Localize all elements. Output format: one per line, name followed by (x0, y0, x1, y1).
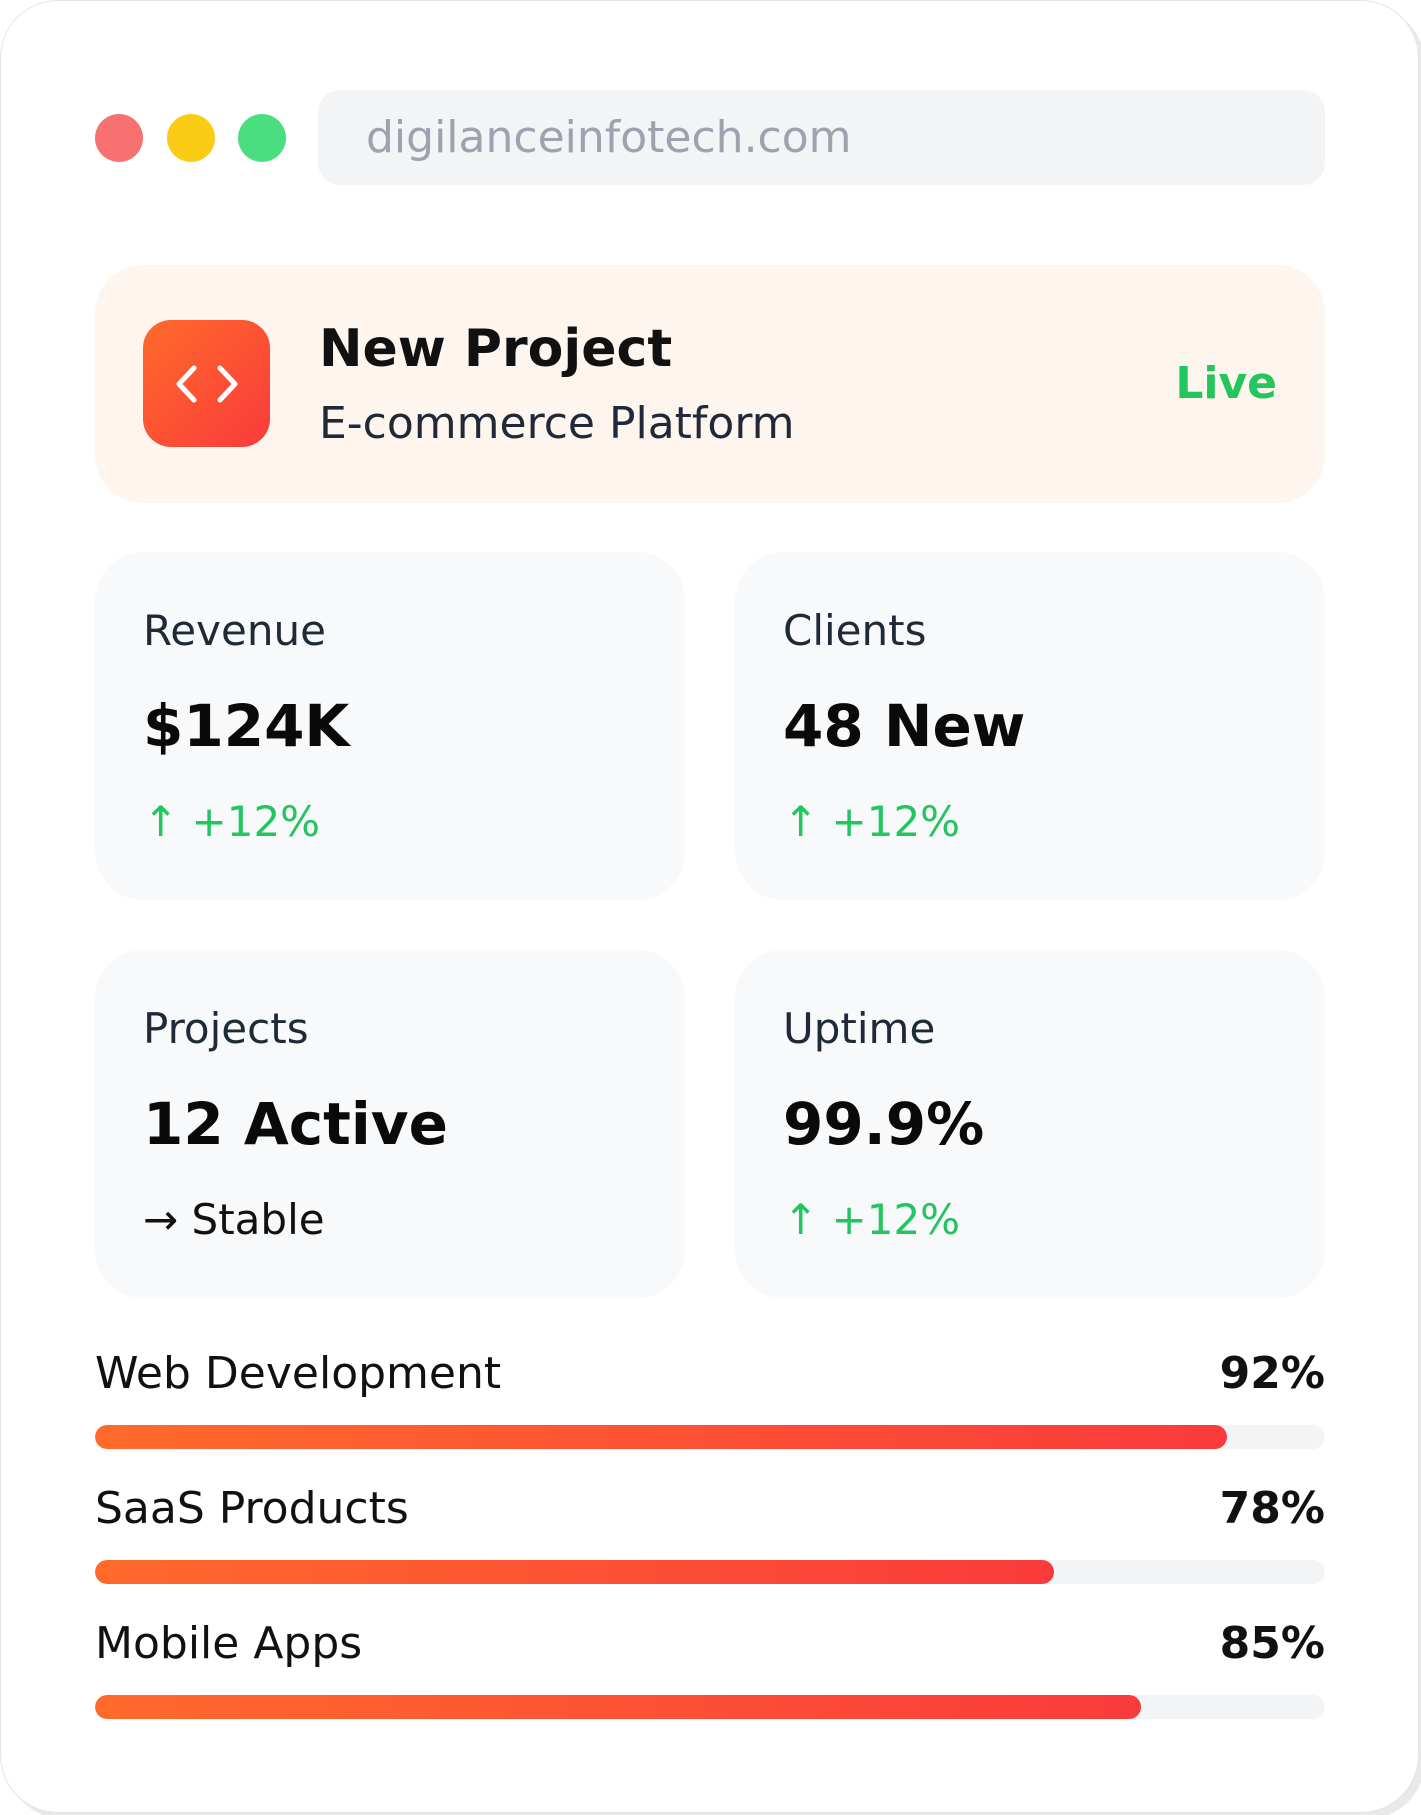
stat-label: Revenue (143, 606, 326, 655)
window-close-button[interactable] (95, 114, 143, 162)
progress-label: SaaS Products (95, 1483, 409, 1534)
progress-fill (95, 1425, 1227, 1449)
address-bar-url: digilanceinfotech.com (366, 112, 852, 163)
progress-track (95, 1425, 1325, 1449)
stat-trend: ↑ +12% (143, 797, 321, 846)
stat-card-projects: Projects 12 Active → Stable (95, 950, 685, 1298)
progress-fill (95, 1695, 1141, 1719)
progress-label: Mobile Apps (95, 1618, 363, 1669)
address-bar[interactable]: digilanceinfotech.com (318, 90, 1325, 185)
progress-track (95, 1560, 1325, 1584)
project-card[interactable]: New Project E-commerce Platform Live (95, 265, 1325, 503)
stat-trend: ↑ +12% (783, 797, 961, 846)
progress-percent: 92% (1219, 1348, 1325, 1399)
progress-percent: 78% (1219, 1483, 1325, 1534)
progress-label: Web Development (95, 1348, 502, 1399)
stat-card-revenue: Revenue $124K ↑ +12% (95, 552, 685, 900)
stat-label: Projects (143, 1004, 309, 1053)
project-title: New Project (319, 319, 673, 379)
stat-value: 12 Active (143, 1090, 448, 1158)
stat-trend: → Stable (143, 1195, 325, 1244)
project-subtitle: E-commerce Platform (319, 398, 795, 449)
progress-track (95, 1695, 1325, 1719)
window-minimize-button[interactable] (167, 114, 215, 162)
progress-percent: 85% (1219, 1618, 1325, 1669)
stat-card-uptime: Uptime 99.9% ↑ +12% (735, 950, 1325, 1298)
stat-label: Uptime (783, 1004, 936, 1053)
window-maximize-button[interactable] (238, 114, 286, 162)
stat-value: $124K (143, 692, 350, 760)
stat-label: Clients (783, 606, 927, 655)
code-icon (143, 320, 270, 447)
stat-trend: ↑ +12% (783, 1195, 961, 1244)
stat-value: 48 New (783, 692, 1026, 760)
status-badge: Live (1175, 358, 1277, 409)
stat-card-clients: Clients 48 New ↑ +12% (735, 552, 1325, 900)
progress-fill (95, 1560, 1055, 1584)
stat-value: 99.9% (783, 1090, 985, 1158)
